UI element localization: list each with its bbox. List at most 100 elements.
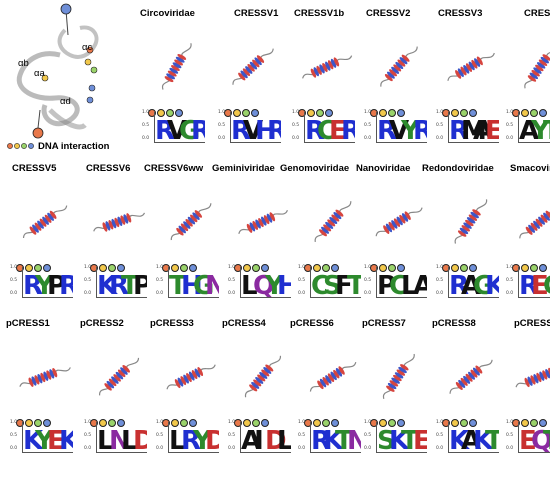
helix-turn	[468, 61, 475, 71]
helix-turn	[245, 66, 253, 74]
logo-letters: RCER	[304, 112, 355, 143]
position-dot	[313, 419, 321, 427]
position-dot	[442, 109, 450, 117]
logo-letters: RKTN	[310, 422, 361, 453]
logo-letters: RVHR	[230, 112, 281, 143]
helix-turn	[34, 222, 42, 231]
position-dot	[25, 264, 33, 272]
position-dot	[469, 419, 477, 427]
helix-turn	[472, 209, 481, 216]
y-tick-label: 0.0	[218, 136, 226, 141]
position-dot	[243, 419, 251, 427]
logo-letter: C	[317, 116, 337, 143]
motif-panel: CRESSV6 1.0 0.5 0.0 KRTP	[84, 163, 152, 313]
motif-panel: Genomoviridae 1.0 0.5 0.0 CSFT	[280, 163, 366, 313]
helix-turn	[176, 227, 184, 236]
helix-view	[228, 187, 296, 257]
y-tick-label: 1.0	[10, 265, 18, 270]
y-tick-label: 0.5	[142, 123, 150, 128]
logo-letter: N	[347, 428, 361, 452]
position-dot	[388, 264, 396, 272]
logo-letter: S	[377, 426, 396, 453]
helix-turn	[257, 374, 266, 382]
logo-letter: R	[267, 118, 281, 142]
helix-turn	[470, 369, 478, 378]
logo-letter: R	[449, 271, 470, 298]
helix-structure	[515, 366, 550, 388]
helix-turn	[325, 61, 331, 71]
panel-title: pCRESS7	[362, 318, 406, 329]
helix-turn	[539, 371, 545, 381]
helix-view	[228, 342, 296, 412]
helix-turn	[545, 369, 550, 379]
position-dot	[43, 419, 51, 427]
logo-letter: T	[485, 428, 499, 452]
helix-turn	[535, 218, 543, 227]
logo-letter: V	[243, 116, 264, 143]
helix-turn	[43, 371, 49, 381]
helix-turn	[29, 226, 37, 235]
position-dot	[175, 109, 183, 117]
position-dot	[157, 109, 165, 117]
helix-turn	[338, 366, 345, 375]
logo-letter: R	[181, 426, 202, 453]
helix-turn	[266, 213, 273, 223]
helix-turn	[323, 224, 332, 232]
helix-turn	[542, 370, 548, 380]
logo-letters: RVGR	[154, 112, 205, 143]
y-tick-label: 1.0	[436, 110, 444, 115]
helix-turn	[49, 210, 57, 219]
position-dot	[521, 264, 529, 272]
helix-view	[436, 187, 504, 257]
helix-view	[142, 32, 210, 102]
motif-panel: pCRESS8 1.0 0.5 0.0 KAKT	[432, 318, 504, 468]
y-tick-label: 0.0	[156, 291, 164, 296]
helix-turn	[180, 223, 189, 232]
logo-dot-row	[224, 104, 260, 117]
helix-turn	[391, 377, 400, 384]
helix-turn	[319, 64, 325, 74]
logo-letter: C	[389, 271, 409, 298]
helix-turn	[28, 377, 34, 387]
logo-letters: RYPR	[22, 267, 73, 298]
helix-view	[364, 187, 432, 257]
logo-letter: T	[169, 271, 187, 298]
helix-turn	[42, 216, 49, 225]
position-dot	[397, 264, 405, 272]
logo-letter: L	[121, 426, 138, 453]
y-tick-label: 0.0	[292, 136, 300, 141]
helix-turn	[187, 216, 196, 225]
helix-turn	[31, 376, 37, 386]
helix-turn	[393, 374, 402, 382]
logo-letter: K	[23, 426, 44, 453]
panel-title: CRESSV6ww	[144, 163, 204, 174]
helix-turn	[386, 385, 395, 392]
helix-turn	[194, 210, 203, 218]
helix-turn	[261, 369, 270, 377]
helix-turn	[117, 369, 126, 378]
helix-turn	[252, 59, 260, 68]
logo-y-axis: 1.0 0.5 0.0	[84, 420, 94, 452]
y-tick-label: 0.5	[364, 433, 372, 438]
helix-turn	[401, 213, 409, 222]
position-dot	[388, 109, 396, 117]
panel-title: Nanoviridae	[356, 163, 411, 174]
position-dot	[370, 264, 378, 272]
logo-y-axis: 1.0 0.5 0.0	[506, 420, 516, 452]
sequence-logo: 1.0 0.5 0.0 CSFT	[298, 259, 366, 307]
y-tick-label: 0.5	[292, 123, 300, 128]
logo-dot-row	[512, 104, 548, 117]
motif-panel: Geminiviridae 1.0 0.5 0.0 LQYH	[212, 163, 296, 313]
y-tick-label: 0.0	[436, 446, 444, 451]
motif-panel: CRESSV2 1.0 0.5 0.0 RVYR	[364, 8, 432, 158]
logo-dot-row	[370, 104, 406, 117]
helix-view	[298, 342, 366, 412]
helix-structure	[309, 361, 357, 392]
helix-turn	[183, 221, 191, 229]
helix-turn	[265, 364, 274, 372]
dna-interaction-label: DNA interaction	[38, 141, 110, 152]
position-dot	[108, 264, 116, 272]
helix-structure	[170, 203, 212, 241]
helix-turn	[528, 224, 536, 233]
sequence-logo: 1.0 0.5 0.0 RVYR	[364, 104, 432, 152]
